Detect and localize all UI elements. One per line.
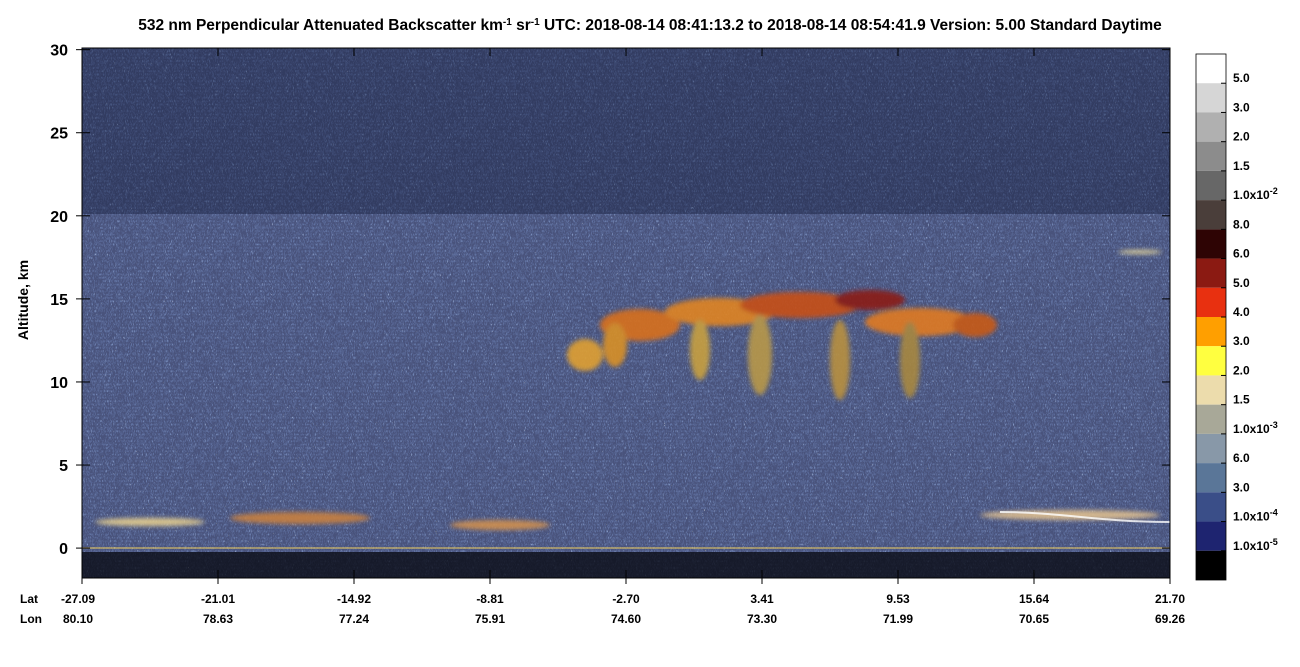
curtain-image	[82, 48, 1171, 578]
colorbar-label: 2.0	[1233, 363, 1250, 377]
title-part: 532 nm Perpendicular Attenuated Backscat…	[138, 17, 503, 34]
lat-label: 3.41	[750, 592, 774, 606]
colorbar-label-text: 2.0	[1233, 363, 1250, 377]
colorbar-label: 3.0	[1233, 334, 1250, 348]
colorbar-label-text: 1.0x10	[1233, 188, 1270, 202]
y-tick-label: 30	[50, 43, 68, 60]
colorbar-swatch	[1196, 83, 1226, 113]
lon-title: Lon	[20, 612, 42, 626]
colorbar-swatch	[1196, 404, 1226, 434]
colorbar-label: 6.0	[1233, 451, 1250, 465]
lat-label: -14.92	[337, 592, 371, 606]
y-axis-label: Altitude, km	[15, 260, 31, 340]
colorbar-swatch	[1196, 200, 1226, 230]
colorbar-swatch	[1196, 375, 1226, 405]
y-tick-label: 20	[50, 209, 68, 226]
lon-label: 80.10	[63, 612, 93, 626]
colorbar-label-text: 4.0	[1233, 305, 1250, 319]
lat-label: 21.70	[1155, 592, 1185, 606]
colorbar-swatch	[1196, 492, 1226, 522]
colorbar-label-exp: -3	[1270, 420, 1278, 430]
y-tick-label: 5	[59, 458, 68, 475]
lon-label: 71.99	[883, 612, 913, 626]
lon-label: 77.24	[339, 612, 369, 626]
colorbar-label: 5.0	[1233, 71, 1250, 85]
colorbar-label: 1.0x10-3	[1233, 420, 1278, 436]
colorbar-label: 1.0x10-5	[1233, 537, 1278, 553]
colorbar-swatch	[1196, 54, 1226, 84]
lat-label: -27.09	[61, 592, 95, 606]
lat-label: -21.01	[201, 592, 235, 606]
colorbar-label: 1.5	[1233, 159, 1250, 173]
colorbar-label-exp: -5	[1270, 537, 1278, 547]
colorbar-label: 3.0	[1233, 100, 1250, 114]
colorbar-label-text: 1.0x10	[1233, 539, 1270, 553]
colorbar-label-text: 1.5	[1233, 393, 1250, 407]
colorbar-swatch	[1196, 346, 1226, 376]
colorbar-label-text: 3.0	[1233, 100, 1250, 114]
colorbar-label-text: 1.0x10	[1233, 422, 1270, 436]
lon-label: 78.63	[203, 612, 233, 626]
colorbar-label-text: 2.0	[1233, 130, 1250, 144]
colorbar-swatch	[1196, 229, 1226, 259]
colorbar-label-text: 1.0x10	[1233, 510, 1270, 524]
lon-label: 70.65	[1019, 612, 1049, 626]
colorbar-swatch	[1196, 287, 1226, 317]
y-tick-label: 10	[50, 375, 68, 392]
colorbar-swatch	[1196, 463, 1226, 493]
colorbar-label: 2.0	[1233, 130, 1250, 144]
colorbar-label: 3.0	[1233, 480, 1250, 494]
lat-title: Lat	[20, 592, 38, 606]
colorbar-swatch	[1196, 317, 1226, 347]
lon-label: 73.30	[747, 612, 777, 626]
colorbar-swatch	[1196, 521, 1226, 551]
colorbar-label-exp: -4	[1270, 508, 1278, 518]
lon-label: 69.26	[1155, 612, 1185, 626]
title-part: UTC: 2018-08-14 08:41:13.2 to 2018-08-14…	[540, 17, 1162, 34]
colorbar-label-text: 5.0	[1233, 71, 1250, 85]
y-tick-label: 0	[59, 541, 68, 558]
colorbar-label-text: 3.0	[1233, 334, 1250, 348]
colorbar-swatch	[1196, 170, 1226, 201]
colorbar-label-text: 1.5	[1233, 159, 1250, 173]
colorbar-label: 5.0	[1233, 276, 1250, 290]
lat-label: 15.64	[1019, 592, 1049, 606]
colorbar-label: 1.5	[1233, 393, 1250, 407]
colorbar-swatch	[1196, 433, 1226, 464]
colorbar-swatch	[1196, 550, 1226, 580]
colorbar-label: 1.0x10-4	[1233, 508, 1278, 524]
title-part: -1	[503, 17, 512, 28]
colorbar-label-exp: -2	[1270, 186, 1278, 196]
title-part: sr	[512, 17, 531, 34]
colorbar-label-text: 5.0	[1233, 276, 1250, 290]
colorbar-label: 8.0	[1233, 217, 1250, 231]
colorbar-swatch	[1196, 258, 1226, 288]
lat-label: -8.81	[476, 592, 504, 606]
lat-label: -2.70	[612, 592, 640, 606]
colorbar-label-text: 6.0	[1233, 451, 1250, 465]
lon-label: 74.60	[611, 612, 641, 626]
colorbar-swatch	[1196, 112, 1226, 142]
y-tick-label: 15	[50, 292, 68, 309]
y-tick-label: 25	[50, 126, 68, 143]
colorbar-label: 6.0	[1233, 247, 1250, 261]
lon-label: 75.91	[475, 612, 505, 626]
colorbar-label: 4.0	[1233, 305, 1250, 319]
lat-label: 9.53	[886, 592, 910, 606]
colorbar-label: 1.0x10-2	[1233, 186, 1278, 202]
colorbar-label-text: 6.0	[1233, 247, 1250, 261]
title-part: -1	[531, 17, 540, 28]
chart-title: 532 nm Perpendicular Attenuated Backscat…	[138, 17, 1162, 35]
colorbar-swatch	[1196, 141, 1226, 171]
colorbar-label-text: 8.0	[1233, 217, 1250, 231]
colorbar-label-text: 3.0	[1233, 480, 1250, 494]
